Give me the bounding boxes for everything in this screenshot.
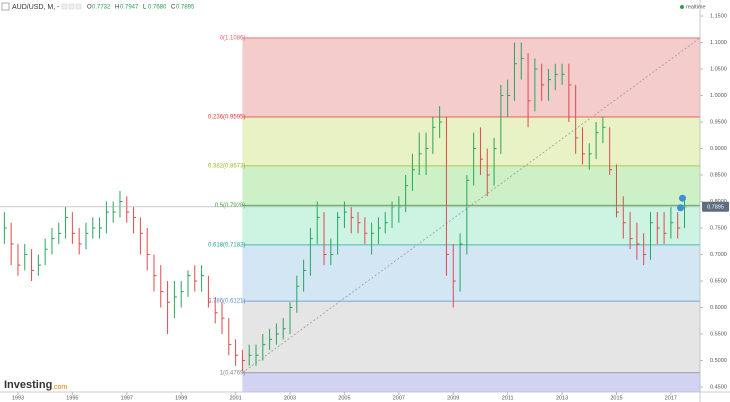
symbol-icon: [1, 2, 10, 11]
fib-label: 0.618(0.7182): [208, 242, 245, 248]
fib-band: [242, 244, 701, 302]
status: realtime: [686, 4, 706, 10]
x-tick-label: 1997: [121, 395, 133, 401]
marker: [678, 194, 686, 202]
x-tick-label: 1999: [175, 395, 187, 401]
ohlc-value: 0.7895: [176, 5, 195, 11]
fib-band: [242, 165, 701, 206]
y-tick-label: 1.1500: [710, 13, 727, 19]
price-box: [702, 201, 729, 212]
x-tick-label: 2001: [229, 395, 241, 401]
y-tick-label: 0.9500: [710, 119, 727, 125]
watermark: Investing: [4, 379, 52, 391]
x-tick-label: 2017: [665, 395, 677, 401]
y-tick-label: 0.6500: [710, 278, 727, 284]
toggle[interactable]: [68, 3, 75, 10]
fib-band: [242, 301, 701, 373]
ohlc-value: 0.7947: [120, 5, 139, 11]
marker: [676, 204, 684, 212]
fib-band: [242, 372, 701, 392]
ohlc-label: H: [115, 5, 119, 11]
x-tick-label: 2011: [502, 395, 514, 401]
ohlc-label: L: [143, 5, 147, 11]
fib-label: 0(1.1086): [220, 36, 246, 42]
ohlc-label: O: [87, 5, 92, 11]
fib-label: 0.236(0.9595): [208, 115, 245, 121]
status-dot: [680, 5, 684, 9]
y-tick-label: 1.0000: [710, 93, 727, 99]
fib-label: 0.382(0.8673): [208, 163, 245, 169]
fib-label: 0.5(0.7928): [215, 203, 246, 209]
x-tick-label: 2009: [447, 395, 459, 401]
ohlc-label: C: [171, 5, 176, 11]
x-tick-label: 2005: [338, 395, 350, 401]
y-tick-label: 0.9000: [710, 146, 727, 152]
symbol: AUD/USD, M, -: [12, 4, 60, 11]
y-tick-label: 0.5000: [710, 358, 727, 364]
fib-label: 0.786(0.6121): [208, 299, 245, 305]
fib-trend-line: [242, 37, 701, 374]
x-tick-label: 2015: [610, 395, 622, 401]
x-tick-label: 1995: [66, 395, 78, 401]
toggle[interactable]: [75, 3, 82, 10]
y-tick-label: 0.4500: [710, 384, 727, 390]
fib-label: 1(0.4769): [220, 370, 246, 376]
y-tick-label: 0.7500: [710, 225, 727, 231]
y-tick-label: 0.6000: [710, 305, 727, 311]
x-tick-label: 2013: [556, 395, 568, 401]
x-tick-label: 2003: [284, 395, 296, 401]
y-tick-label: 1.0500: [710, 66, 727, 72]
fib-band: [242, 116, 701, 166]
y-tick-label: 0.5500: [710, 331, 727, 337]
price-box-label: 0.7895: [707, 204, 724, 210]
toggle[interactable]: [61, 3, 68, 10]
ohlc-readout: O 0.7732 H 0.7947 L 0.7680 C 0.7895: [87, 5, 195, 11]
fib-band: [242, 37, 701, 117]
y-tick-label: 0.8500: [710, 172, 727, 178]
ohlc-value: 0.7680: [148, 5, 167, 11]
x-tick-label: 2007: [393, 395, 405, 401]
watermark: .com: [52, 384, 67, 391]
x-tick-label: 1993: [12, 395, 24, 401]
y-tick-label: 0.7000: [710, 252, 727, 258]
ohlc-value: 0.7732: [92, 5, 111, 11]
y-tick-label: 1.1000: [710, 40, 727, 46]
